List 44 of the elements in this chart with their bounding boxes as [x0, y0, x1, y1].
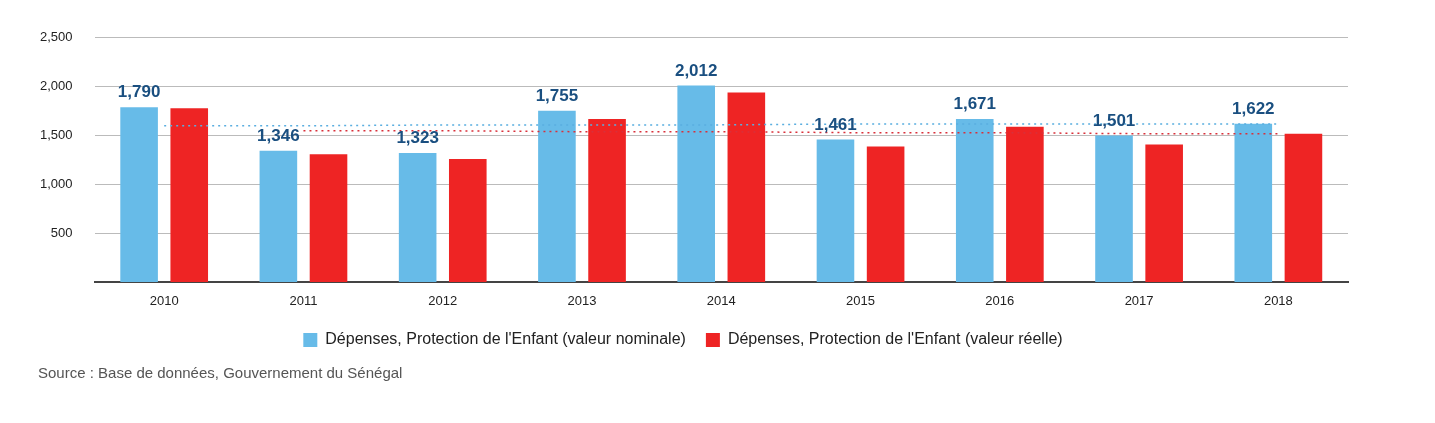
bar: [727, 92, 766, 282]
source-note: Source : Base de données, Gouvernement du Sénégal: [38, 364, 404, 381]
bar: [120, 107, 158, 282]
bar: [588, 119, 626, 282]
bar: [866, 146, 905, 282]
bar: [398, 152, 437, 282]
x-tick-label: 2015: [846, 292, 875, 308]
bar: [1145, 144, 1183, 282]
x-tick-label: 2012: [428, 292, 458, 308]
x-tick-label: 2010: [149, 292, 179, 308]
data-label: 1,755: [535, 85, 579, 105]
bar: [816, 139, 855, 282]
y-tick-label: 1,000: [39, 176, 73, 192]
bar: [1006, 126, 1044, 282]
data-label: 1,323: [396, 128, 439, 148]
y-tick-label: 500: [50, 225, 73, 241]
data-label: 1,671: [953, 94, 997, 114]
x-tick-label: 2018: [1263, 292, 1293, 308]
data-label: 1,790: [117, 82, 161, 102]
data-label: 1,346: [257, 125, 300, 145]
bar: [448, 159, 487, 282]
data-label: 2,012: [674, 60, 718, 80]
x-tick-label: 2011: [289, 292, 318, 308]
bar: [170, 108, 209, 282]
legend-label: Dépenses, Protection de l'Enfant (valeur réelle): [727, 330, 1063, 348]
bar: [1284, 133, 1323, 282]
data-label: 1,622: [1232, 98, 1275, 118]
bar: [1095, 135, 1133, 282]
y-tick-label: 2,500: [39, 29, 73, 45]
bar: [309, 154, 348, 282]
data-label: 1,461: [814, 114, 857, 134]
y-tick-label: 1,500: [39, 127, 73, 143]
bar: [955, 118, 994, 282]
x-tick-label: 2016: [985, 292, 1015, 308]
x-tick-label: 2013: [567, 292, 597, 308]
legend-label: Dépenses, Protection de l'Enfant (valeur nominale): [325, 330, 686, 348]
x-tick-label: 2014: [706, 292, 736, 308]
bar: [677, 85, 715, 282]
data-label: 1,501: [1092, 110, 1136, 130]
y-tick-label: 2,000: [39, 78, 73, 94]
x-tick-label: 2017: [1124, 292, 1154, 308]
bar: [538, 110, 576, 282]
bar: [259, 150, 298, 282]
bar: [1234, 123, 1273, 282]
